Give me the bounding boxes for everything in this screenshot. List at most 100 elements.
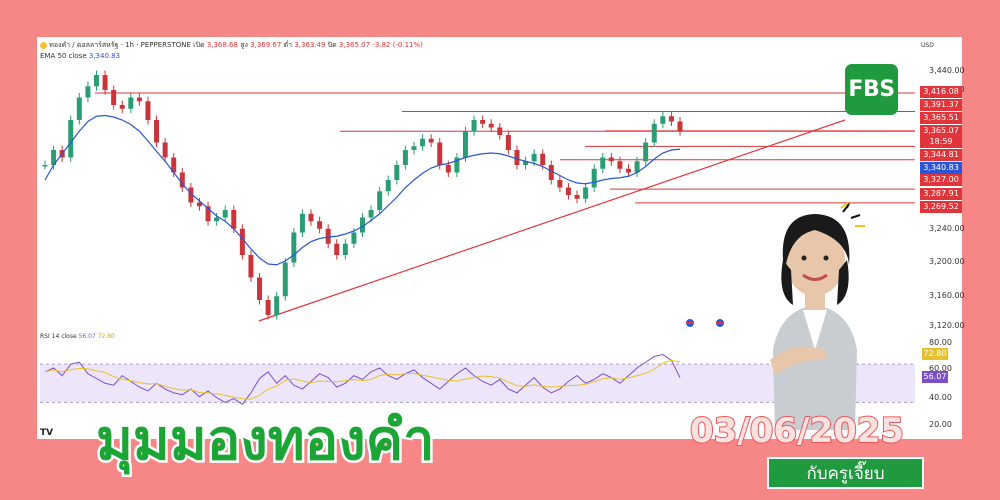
candle [351,232,357,244]
candle [600,157,606,169]
candle [291,232,297,263]
candle [488,123,494,128]
candle [462,131,468,158]
candle [68,120,74,158]
candle [548,165,554,180]
candle [643,142,649,162]
change-value: -3.82 (-0.11%) [372,41,423,49]
price-axis-tick: 3,120.00 [929,321,965,330]
candle [257,277,263,300]
price-tag[interactable]: 3,287.91 [920,188,962,200]
price-tag[interactable]: 3,365.51 [920,112,962,124]
candle [514,150,520,165]
candle [299,213,305,233]
candle [265,300,271,315]
candle [42,165,48,167]
candle [154,120,160,143]
candle [214,217,220,222]
price-tag[interactable]: 18:59 [920,136,962,148]
candle [677,121,683,132]
headline-title: มุมมองทองคำ [94,407,438,473]
price-axis-tick: 3,240.00 [929,224,965,233]
price-tag[interactable]: 3,269.52 [920,201,962,213]
candle [76,97,82,120]
gold-icon [40,41,47,49]
candle [505,135,511,150]
candle [239,228,245,255]
candle [626,168,632,173]
candle [231,210,237,229]
candle [454,157,460,173]
candle [565,187,571,195]
candle [145,101,151,120]
high-value: 3,369.67 [250,41,282,49]
rsi-axis-tick: 60.00 [929,364,952,373]
open-label: เปิด [193,41,205,49]
rsi-tag[interactable]: 56.07 [922,371,948,383]
candle [205,206,211,222]
price-tag[interactable]: 3,416.08 [920,86,962,98]
candle [308,213,314,222]
ema-line [44,114,681,266]
price-tag[interactable]: 3,391.37 [920,99,962,111]
candle [574,195,580,199]
candle [325,228,331,244]
candle [480,120,486,124]
candle [222,210,228,218]
rsi-line [44,354,681,406]
candle [394,165,400,180]
price-axis-tick: 3,440.00 [929,66,965,75]
open-value: 3,368.68 [206,41,238,49]
trend-line [258,119,846,322]
rsi-axis-tick: 80.00 [929,338,952,347]
candle [368,210,374,218]
candle [342,243,348,255]
close-label: ปิด [327,41,337,49]
event-flag-stripe [686,322,694,324]
candle [445,165,451,173]
ema-legend[interactable]: EMA 50 close 3,340.83 [40,52,120,60]
rsi-axis-tick: 20.00 [929,420,952,429]
candle [51,150,57,165]
candle [377,191,383,210]
candle [128,97,134,109]
rsi-ma-value: 72.80 [97,333,115,340]
candle [591,168,597,188]
price-tag[interactable]: 3,344.81 [920,149,962,161]
rsi-legend[interactable]: RSI 14 close 56.07 72.80 [40,333,115,340]
price-tag[interactable]: 3,365.07 [920,125,962,137]
rsi-band [40,364,915,403]
candle [102,75,108,90]
symbol-line[interactable]: ทองคำ / ดอลลาร์สหรัฐ · 1h · PEPPERSTONE [49,41,191,49]
price-tag[interactable]: 3,340.83 [920,162,962,174]
candle [248,255,254,278]
candle [634,161,640,173]
candle [334,243,340,255]
price-tag[interactable]: 3,327.00 [920,174,962,186]
rsi-value: 56.07 [78,333,96,340]
rsi-tag[interactable]: 72.80 [922,348,948,360]
candle [437,142,443,165]
candle [179,172,185,188]
candle [119,105,125,109]
chart-header: ทองคำ / ดอลลาร์สหรัฐ · 1h · PEPPERSTONE … [40,40,423,51]
tradingview-logo[interactable]: TV [40,428,54,438]
rsi-ma-line [44,359,681,400]
candle [531,153,537,162]
rsi-axis-tick: 40.00 [929,393,952,402]
rsi-label: RSI 14 close [40,333,77,340]
candle [617,161,623,169]
candle [523,161,529,165]
candle [651,123,657,143]
candle [540,153,546,165]
high-label: สูง [240,41,248,49]
candle [274,296,280,315]
fbs-logo: FBS [845,64,898,115]
candle [111,90,117,105]
candle [660,116,666,124]
fbs-logo-text: FBS [848,77,895,102]
candle [411,146,417,150]
candle [668,116,674,122]
currency-label: USD [921,42,934,49]
